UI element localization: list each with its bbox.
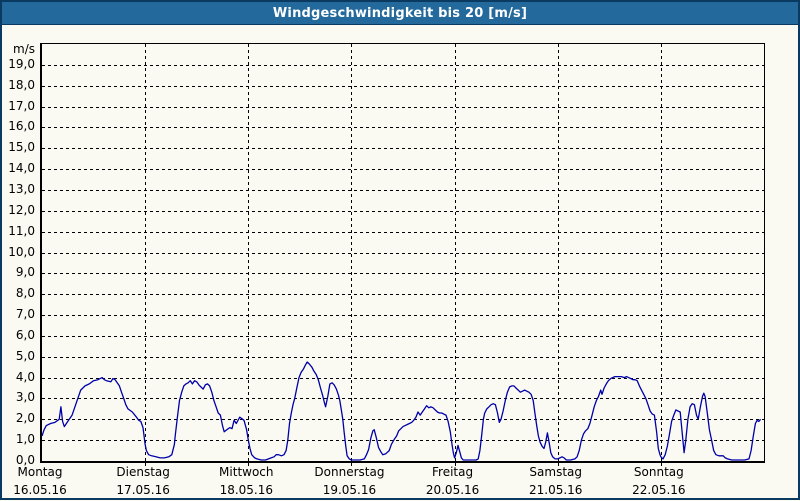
day-date: 22.05.16 [632,483,686,497]
y-tick-label: 16,0 [8,119,35,134]
plot-frame [40,43,765,466]
y-tick-label: 7,0 [15,307,35,322]
y-tick-label: 10,0 [8,244,35,259]
day-name: Mittwoch [219,465,274,479]
y-tick-label: 8,0 [15,286,35,301]
y-tick-label: 6,0 [15,327,35,342]
y-tick-label: 13,0 [8,181,35,196]
x-day-label: Freitag 20.05.16 [426,465,479,497]
y-tick-label: 17,0 [8,98,35,113]
day-date: 17.05.16 [116,483,170,497]
y-tick-label: 14,0 [8,161,35,176]
x-day-label: Donnerstag 19.05.16 [314,465,384,497]
window-titlebar: Windgeschwindigkeit bis 20 [m/s] [2,2,798,25]
y-tick-label: 0,0 [15,453,35,467]
y-tick-label: 18,0 [8,77,35,92]
y-tick-label: 2,0 [15,411,35,426]
y-tick-label: 15,0 [8,140,35,155]
y-tick-label: 4,0 [15,369,35,384]
y-tick-label: 11,0 [8,223,35,238]
day-date: 20.05.16 [425,483,480,497]
y-axis-unit-label: m/s [13,42,35,56]
day-date: 19.05.16 [322,483,377,497]
x-axis-day-labels: Montag 16.05.16 Dienstag 17.05.16 Mittwoch 18… [2,465,800,501]
window-title: Windgeschwindigkeit bis 20 [m/s] [272,5,528,21]
day-name: Montag [17,465,63,479]
x-day-label: Sonntag 22.05.16 [632,465,685,497]
day-name: Sonntag [633,465,684,479]
y-tick-label: 1,0 [15,432,35,447]
day-name: Dienstag [116,465,170,479]
day-date: 21.05.16 [528,483,583,497]
day-name: Donnerstag [314,465,385,479]
day-date: 18.05.16 [219,483,273,497]
y-axis-tick-labels: 0,0 1,0 2,0 3,0 4,0 5,0 6,0 7,0 8,0 9,0 10,0 11,0 12… [2,43,35,467]
x-day-label: Montag 16.05.16 [13,465,66,497]
y-tick-label: 5,0 [15,348,35,363]
y-tick-label: 19,0 [8,56,35,71]
day-name: Freitag [432,465,474,479]
x-day-label: Samstag 21.05.16 [529,465,582,497]
day-date: 16.05.16 [13,483,67,497]
y-tick-label: 3,0 [15,390,35,405]
day-name: Samstag [529,465,582,479]
wind-speed-chart [41,44,764,466]
wind-speed-line [41,361,762,461]
x-day-label: Mittwoch 18.05.16 [219,465,273,497]
y-tick-label: 12,0 [8,202,35,217]
y-tick-label: 9,0 [15,265,35,280]
x-day-label: Dienstag 17.05.16 [116,465,170,497]
